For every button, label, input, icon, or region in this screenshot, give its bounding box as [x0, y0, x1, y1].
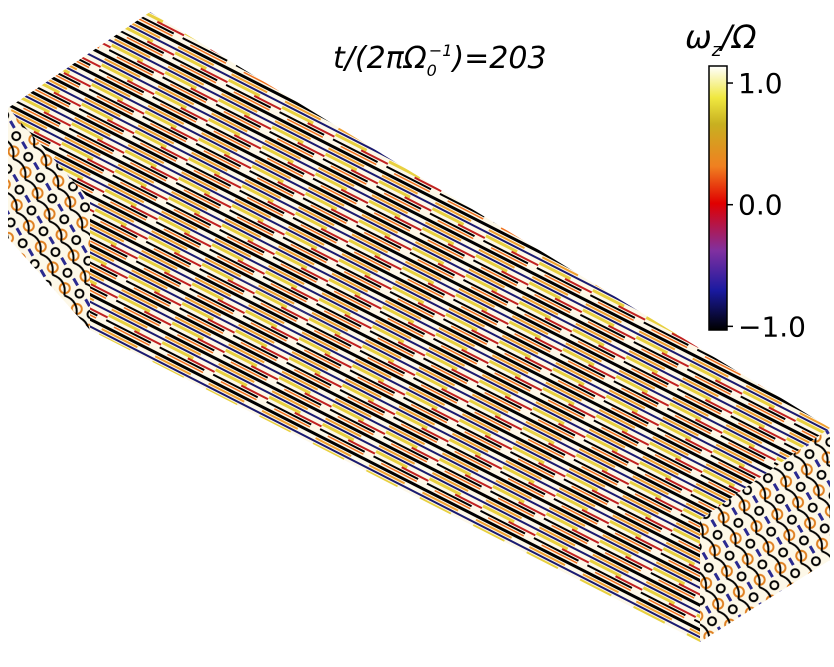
- colorbar-ticks: 1.0 0.0 −1.0: [727, 67, 806, 343]
- box-right-face: [700, 428, 830, 642]
- time-annotation: t/(2πΩ0−1)=203: [333, 41, 547, 80]
- colorbar-tick-label: 1.0: [738, 67, 783, 100]
- colorbar: [708, 65, 728, 331]
- box-front-face: [90, 200, 700, 642]
- colorbar-tick-label: 0.0: [738, 189, 783, 222]
- box-top-face: [8, 12, 830, 520]
- box-left-face: [8, 108, 90, 330]
- colorbar-label: ωz/Ω: [685, 18, 757, 61]
- colorbar-tick-label: −1.0: [738, 310, 806, 343]
